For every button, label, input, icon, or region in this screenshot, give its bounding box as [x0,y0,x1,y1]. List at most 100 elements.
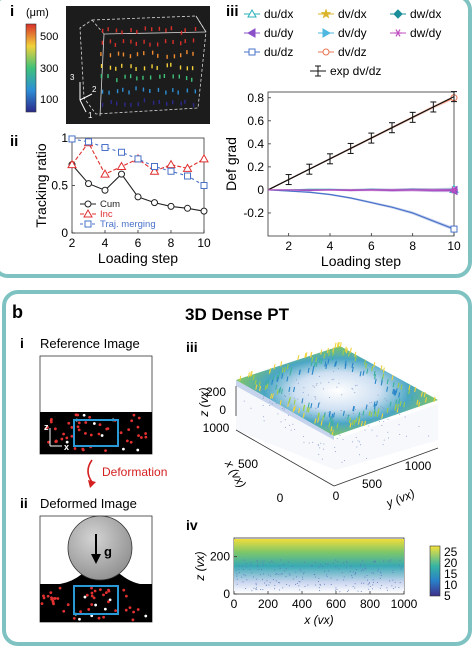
particle [288,573,290,575]
particle [331,379,333,381]
particle-track [101,40,104,45]
particle [241,576,243,578]
particle-track [288,386,291,393]
particle-track [399,401,402,407]
deformed-particle-bed [40,574,152,622]
particle-track [307,367,310,373]
particle [352,571,354,573]
particle [303,441,305,443]
particle [302,578,304,580]
particle [381,424,383,426]
particle [299,589,301,591]
particle [294,428,296,430]
particle [387,437,389,439]
particle [279,568,281,570]
legend-marker [247,8,257,18]
x-tick-label: 6 [368,239,375,253]
particle [303,571,305,573]
particle-track [326,347,329,353]
particle [338,433,340,435]
particle-track [348,351,351,357]
particle-track [172,88,174,93]
legend-marker-stroke [395,29,401,37]
particle-track [151,50,154,55]
particle [289,574,291,576]
x-tick-label: 0 [277,491,284,505]
data-point [149,166,160,175]
x-tick-label: 8 [409,239,416,253]
legend-label: dw/dx [410,7,441,21]
particle-track [281,367,284,373]
particle [317,444,319,446]
particle [107,600,110,604]
particle [262,565,264,567]
particle [256,587,258,589]
particle-track [128,90,130,95]
particle-track [377,408,380,414]
particle [144,614,148,618]
particle-track [374,411,377,417]
particle [353,412,355,414]
particle-track [267,379,270,385]
particle [346,560,348,562]
particle-track [275,384,278,390]
particle-track [298,369,301,375]
particle-track [180,101,182,106]
particle-track [184,99,186,104]
legend-marker [83,208,93,218]
particle [241,565,243,567]
particle-track [194,89,197,94]
particle [335,566,337,568]
particle [307,584,309,586]
particle [318,581,320,583]
particle-track [342,410,345,416]
particle [428,435,430,437]
particle [87,608,91,611]
particle [318,376,320,378]
particle [335,559,337,561]
data-point [167,167,175,175]
particle [339,434,341,436]
particle [312,441,314,443]
particle [389,561,391,563]
particle-track [192,102,195,107]
particle [396,406,398,408]
particle-track [311,356,314,362]
particle [236,583,238,585]
gravity-arrow-icon [91,554,101,564]
y-axis-label: z (vx) [193,551,207,581]
particle-track [173,54,176,59]
particle [52,597,56,600]
particle-track [344,360,347,366]
particle [81,447,85,451]
particle [360,444,362,446]
data-point [68,135,76,143]
particle [374,560,376,562]
particle [307,394,309,396]
particle-track [255,384,258,390]
particle [363,569,365,571]
particle [386,589,388,591]
particle [312,385,314,387]
particle-track [315,361,318,367]
particle [345,417,347,419]
particle-track [151,64,153,69]
particle [324,422,326,424]
particle [318,577,320,579]
particle-track [264,384,267,391]
particle [319,583,321,585]
particle-track [365,363,368,369]
particle [360,413,362,415]
particle [360,591,362,593]
axis-triad-label: 3 [70,73,75,82]
particle-track [135,86,137,91]
particle [354,574,356,576]
particle-track [311,369,314,375]
error-bar [430,101,437,113]
particle-track [351,366,354,373]
particle [235,569,237,571]
particle [381,585,383,587]
particle-track [170,62,172,67]
particle [354,583,356,585]
particle [390,559,392,561]
